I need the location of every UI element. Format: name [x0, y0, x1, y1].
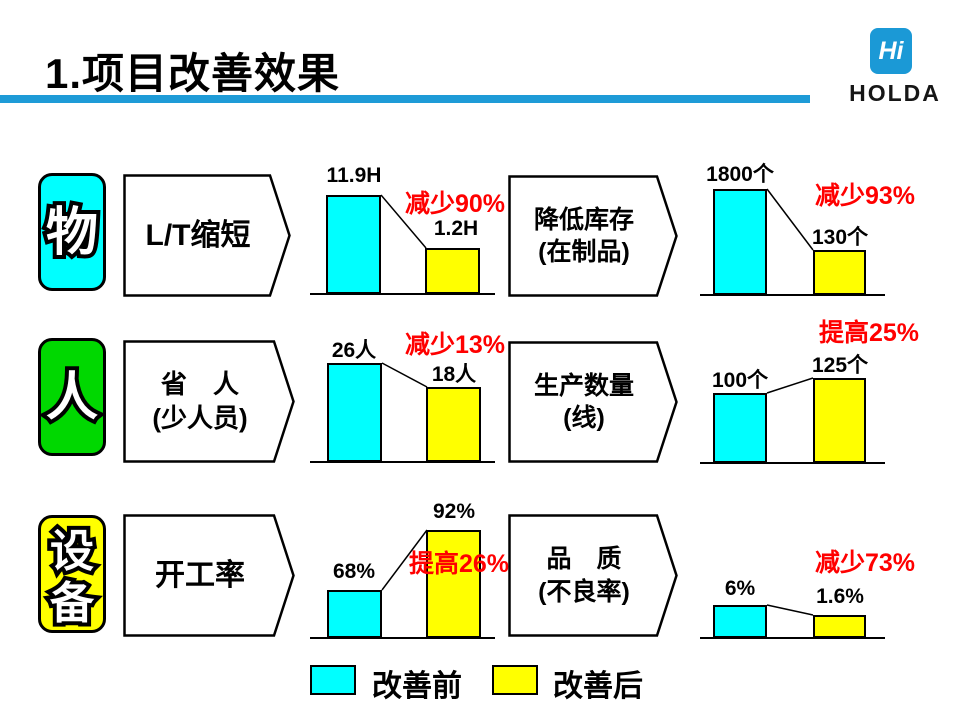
logo-mark-icon: Hi	[870, 28, 912, 74]
value-label-before: 68%	[332, 560, 376, 583]
bar-before	[713, 393, 767, 463]
arrow-shape	[123, 340, 295, 463]
bar-after	[426, 387, 481, 462]
chart-utilization: 68% 92% 提高26%	[305, 488, 509, 644]
process-arrow-quality: 品 质 (不良率)	[508, 514, 678, 637]
arrow-label-line2: (在制品)	[538, 238, 630, 266]
arrow-shape	[123, 514, 295, 637]
badge-char: 物	[46, 204, 98, 262]
value-label-before: 6%	[724, 577, 756, 600]
chart-lines	[310, 194, 495, 295]
chart-quality: 6% 1.6% 减少73%	[695, 488, 925, 644]
page-title: 1.项目改善效果	[45, 50, 341, 97]
arrow-label-line2: (少人员)	[152, 402, 248, 433]
legend-label-before: 改善前	[372, 670, 462, 703]
arrow-shape	[508, 341, 678, 463]
badge-char-svg: 人	[42, 365, 102, 431]
logo-mark-text: Hi	[878, 36, 904, 65]
bar-after	[813, 250, 866, 295]
arrow-label-line2: (线)	[563, 404, 605, 432]
value-label-after: 92%	[432, 500, 476, 523]
arrow-label-line1: 品 质	[546, 545, 622, 573]
bar-before	[327, 363, 382, 462]
category-badge-people: 人	[38, 338, 106, 456]
chart-inventory: 1800个 130个 减少93%	[695, 145, 925, 301]
bar-before	[713, 605, 767, 638]
legend-label-after: 改善后	[553, 670, 643, 703]
badge-char-svg: 物	[42, 200, 102, 266]
chart-lines	[310, 529, 495, 639]
delta-label: 提高26%	[409, 550, 510, 578]
delta-label: 减少13%	[405, 331, 506, 359]
value-label-after: 18人	[431, 363, 477, 386]
value-label-after: 125个	[811, 354, 869, 377]
legend-swatch-after	[492, 665, 538, 695]
value-label-before: 11.9H	[326, 164, 382, 187]
chart-lines	[700, 377, 885, 464]
badge-char-svg: 设 备	[46, 523, 99, 630]
bar-after	[426, 530, 481, 638]
arrow-label: 省 人 (少人员)	[123, 340, 295, 463]
delta-label: 减少90%	[405, 190, 506, 218]
bar-before	[326, 195, 381, 294]
bar-before	[327, 590, 382, 638]
value-label-after: 1.6%	[816, 585, 864, 608]
arrow-label-line1: 降低库存	[533, 205, 634, 234]
value-label-before: 1800个	[706, 163, 774, 186]
chart-output: 100个 125个 提高25%	[695, 313, 925, 469]
process-arrow-inventory: 降低库存 (在制品)	[508, 175, 678, 297]
process-arrow-utilization: 开工率	[123, 514, 295, 637]
arrow-shape	[508, 175, 678, 297]
arrow-shape	[123, 174, 291, 297]
bar-before	[713, 189, 767, 295]
arrow-label: 品 质 (不良率)	[508, 514, 678, 637]
arrow-label-line1: L/T缩短	[145, 219, 251, 252]
arrow-label: L/T缩短	[123, 174, 291, 297]
legend-swatch-before	[310, 665, 356, 695]
arrow-label-line2: (不良率)	[538, 577, 630, 606]
badge-char-top: 设	[50, 527, 94, 576]
category-badge-equipment: 设 备	[38, 515, 106, 633]
arrow-label-line1: 省 人	[160, 368, 239, 399]
category-badge-material: 物	[38, 173, 106, 291]
chart-lines	[700, 604, 885, 639]
arrow-label-line1: 生产数量	[533, 371, 634, 400]
arrow-label: 生产数量 (线)	[508, 341, 678, 463]
value-label-after: 1.2H	[433, 217, 479, 240]
arrow-label: 开工率	[123, 514, 295, 637]
delta-label: 提高25%	[819, 319, 920, 347]
arrow-label: 降低库存 (在制品)	[508, 175, 678, 297]
chart-lines	[700, 188, 885, 296]
process-arrow-output: 生产数量 (线)	[508, 341, 678, 463]
logo-name: HOLDA	[849, 80, 941, 106]
chart-lt: 11.9H 1.2H 减少90%	[305, 144, 505, 300]
badge-char-bottom: 备	[50, 579, 95, 628]
arrow-label-line1: 开工率	[155, 559, 245, 592]
chart-manpower: 26人 18人 减少13%	[305, 312, 505, 468]
bar-after	[425, 248, 480, 294]
value-label-before: 100个	[711, 369, 769, 392]
process-arrow-manpower: 省 人 (少人员)	[123, 340, 295, 463]
arrow-shape	[508, 514, 678, 637]
chart-lines	[310, 362, 495, 463]
bar-after	[813, 378, 866, 463]
title-underline	[0, 95, 810, 103]
value-label-before: 26人	[331, 339, 377, 362]
delta-label: 减少93%	[815, 182, 916, 210]
bar-after	[813, 615, 866, 638]
delta-label: 减少73%	[815, 549, 916, 577]
value-label-after: 130个	[811, 226, 869, 249]
process-arrow-lt-shorten: L/T缩短	[123, 174, 291, 297]
badge-char: 人	[46, 369, 98, 427]
